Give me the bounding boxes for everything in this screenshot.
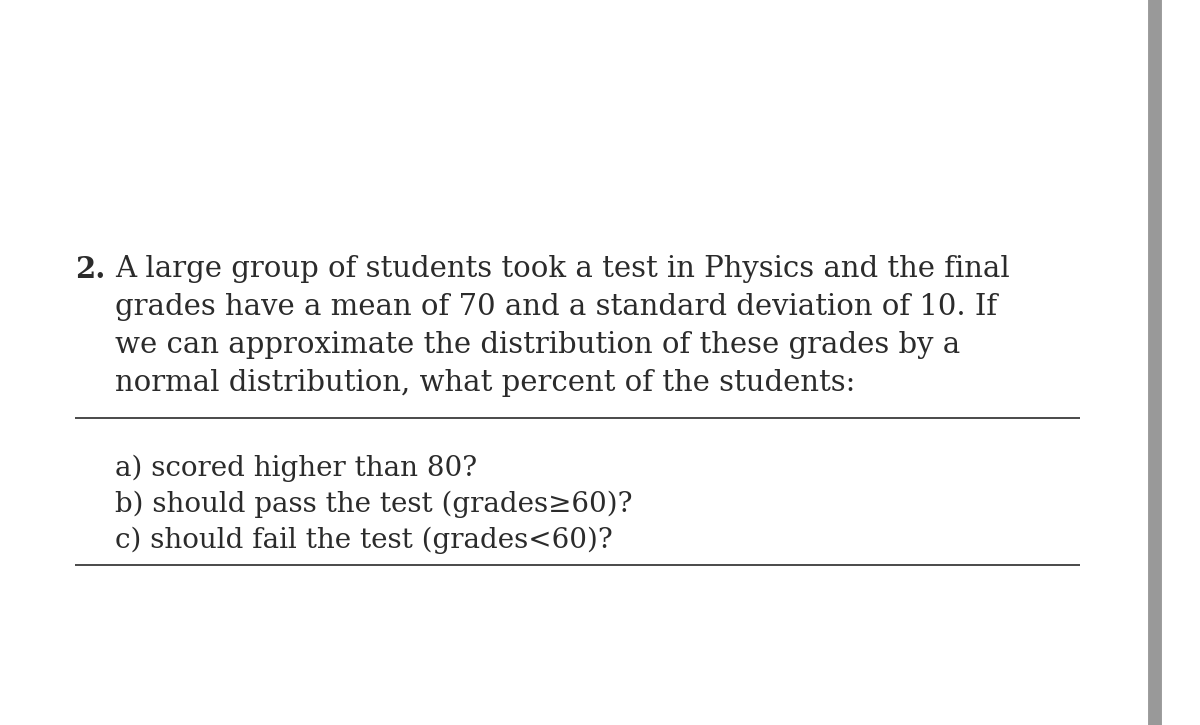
Text: a) scored higher than 80?: a) scored higher than 80? (115, 455, 478, 482)
Text: 2.: 2. (74, 255, 106, 284)
Text: normal distribution, what percent of the students:: normal distribution, what percent of the… (115, 369, 856, 397)
Text: we can approximate the distribution of these grades by a: we can approximate the distribution of t… (115, 331, 960, 359)
Text: A large group of students took a test in Physics and the final: A large group of students took a test in… (115, 255, 1009, 283)
Text: c) should fail the test (grades<60)?: c) should fail the test (grades<60)? (115, 527, 613, 555)
Text: grades have a mean of 70 and a standard deviation of 10. If: grades have a mean of 70 and a standard … (115, 293, 997, 321)
Text: b) should pass the test (grades≥60)?: b) should pass the test (grades≥60)? (115, 491, 632, 518)
